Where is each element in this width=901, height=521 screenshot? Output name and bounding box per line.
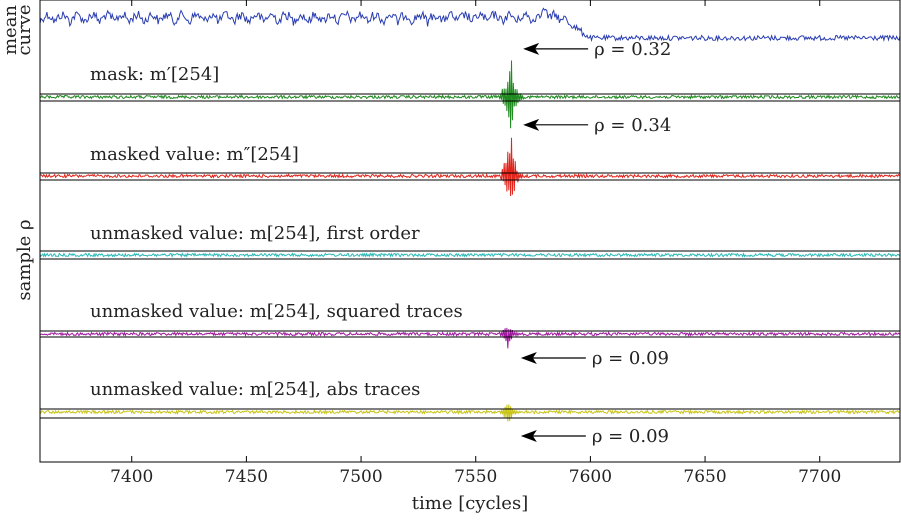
x-tick-label: 7450 — [225, 467, 268, 487]
y-axis-label: sample ρ — [14, 219, 35, 300]
x-tick-label: 7650 — [683, 467, 726, 487]
ticks-layer: 7400 7450 7500 7550 7600 7650 7700 — [110, 0, 841, 487]
annotation-arrow-head-masked — [523, 118, 540, 131]
x-axis-label: time [cycles] — [412, 493, 528, 514]
top-y-label-line2: curve — [14, 4, 35, 55]
panel-trace-mask — [39, 60, 900, 129]
panel-label-abs: unmasked value: m[254], abs traces — [90, 379, 420, 400]
x-tick-label: 7700 — [798, 467, 841, 487]
annotation-text-masked: ρ = 0.34 — [594, 115, 671, 136]
mean-curve-line — [39, 7, 901, 43]
panel-label-squared: unmasked value: m[254], squared traces — [90, 301, 463, 322]
annotation-arrow-head-mask — [523, 42, 540, 55]
x-tick-label: 7600 — [569, 467, 612, 487]
annotation-text-mask: ρ = 0.32 — [594, 39, 671, 60]
panel-trace-squared — [39, 327, 900, 349]
panel-label-first: unmasked value: m[254], first order — [90, 223, 420, 244]
x-tick-label: 7400 — [110, 467, 153, 487]
annotation-text-squared: ρ = 0.09 — [592, 348, 669, 369]
annotation-text-abs: ρ = 0.09 — [592, 426, 669, 447]
annotations-layer: mask: m′[254] ρ = 0.32 masked value: m″[25… — [90, 39, 671, 447]
x-tick-label: 7500 — [339, 467, 382, 487]
panel-label-masked: masked value: m″[254] — [90, 144, 299, 165]
reference-lines-layer — [40, 93, 900, 419]
plot-frame — [39, 0, 901, 463]
panel-trace-first — [39, 252, 900, 258]
panel-label-mask: mask: m′[254] — [90, 64, 219, 85]
annotation-arrow-head-squared — [520, 352, 537, 364]
top-y-label-line1: mean — [0, 5, 21, 55]
traces-layer — [39, 7, 901, 422]
x-tick-label: 7550 — [454, 467, 497, 487]
annotation-arrow-head-abs — [520, 430, 537, 442]
panel-trace-abs — [39, 404, 900, 422]
panel-trace-masked — [39, 137, 900, 197]
